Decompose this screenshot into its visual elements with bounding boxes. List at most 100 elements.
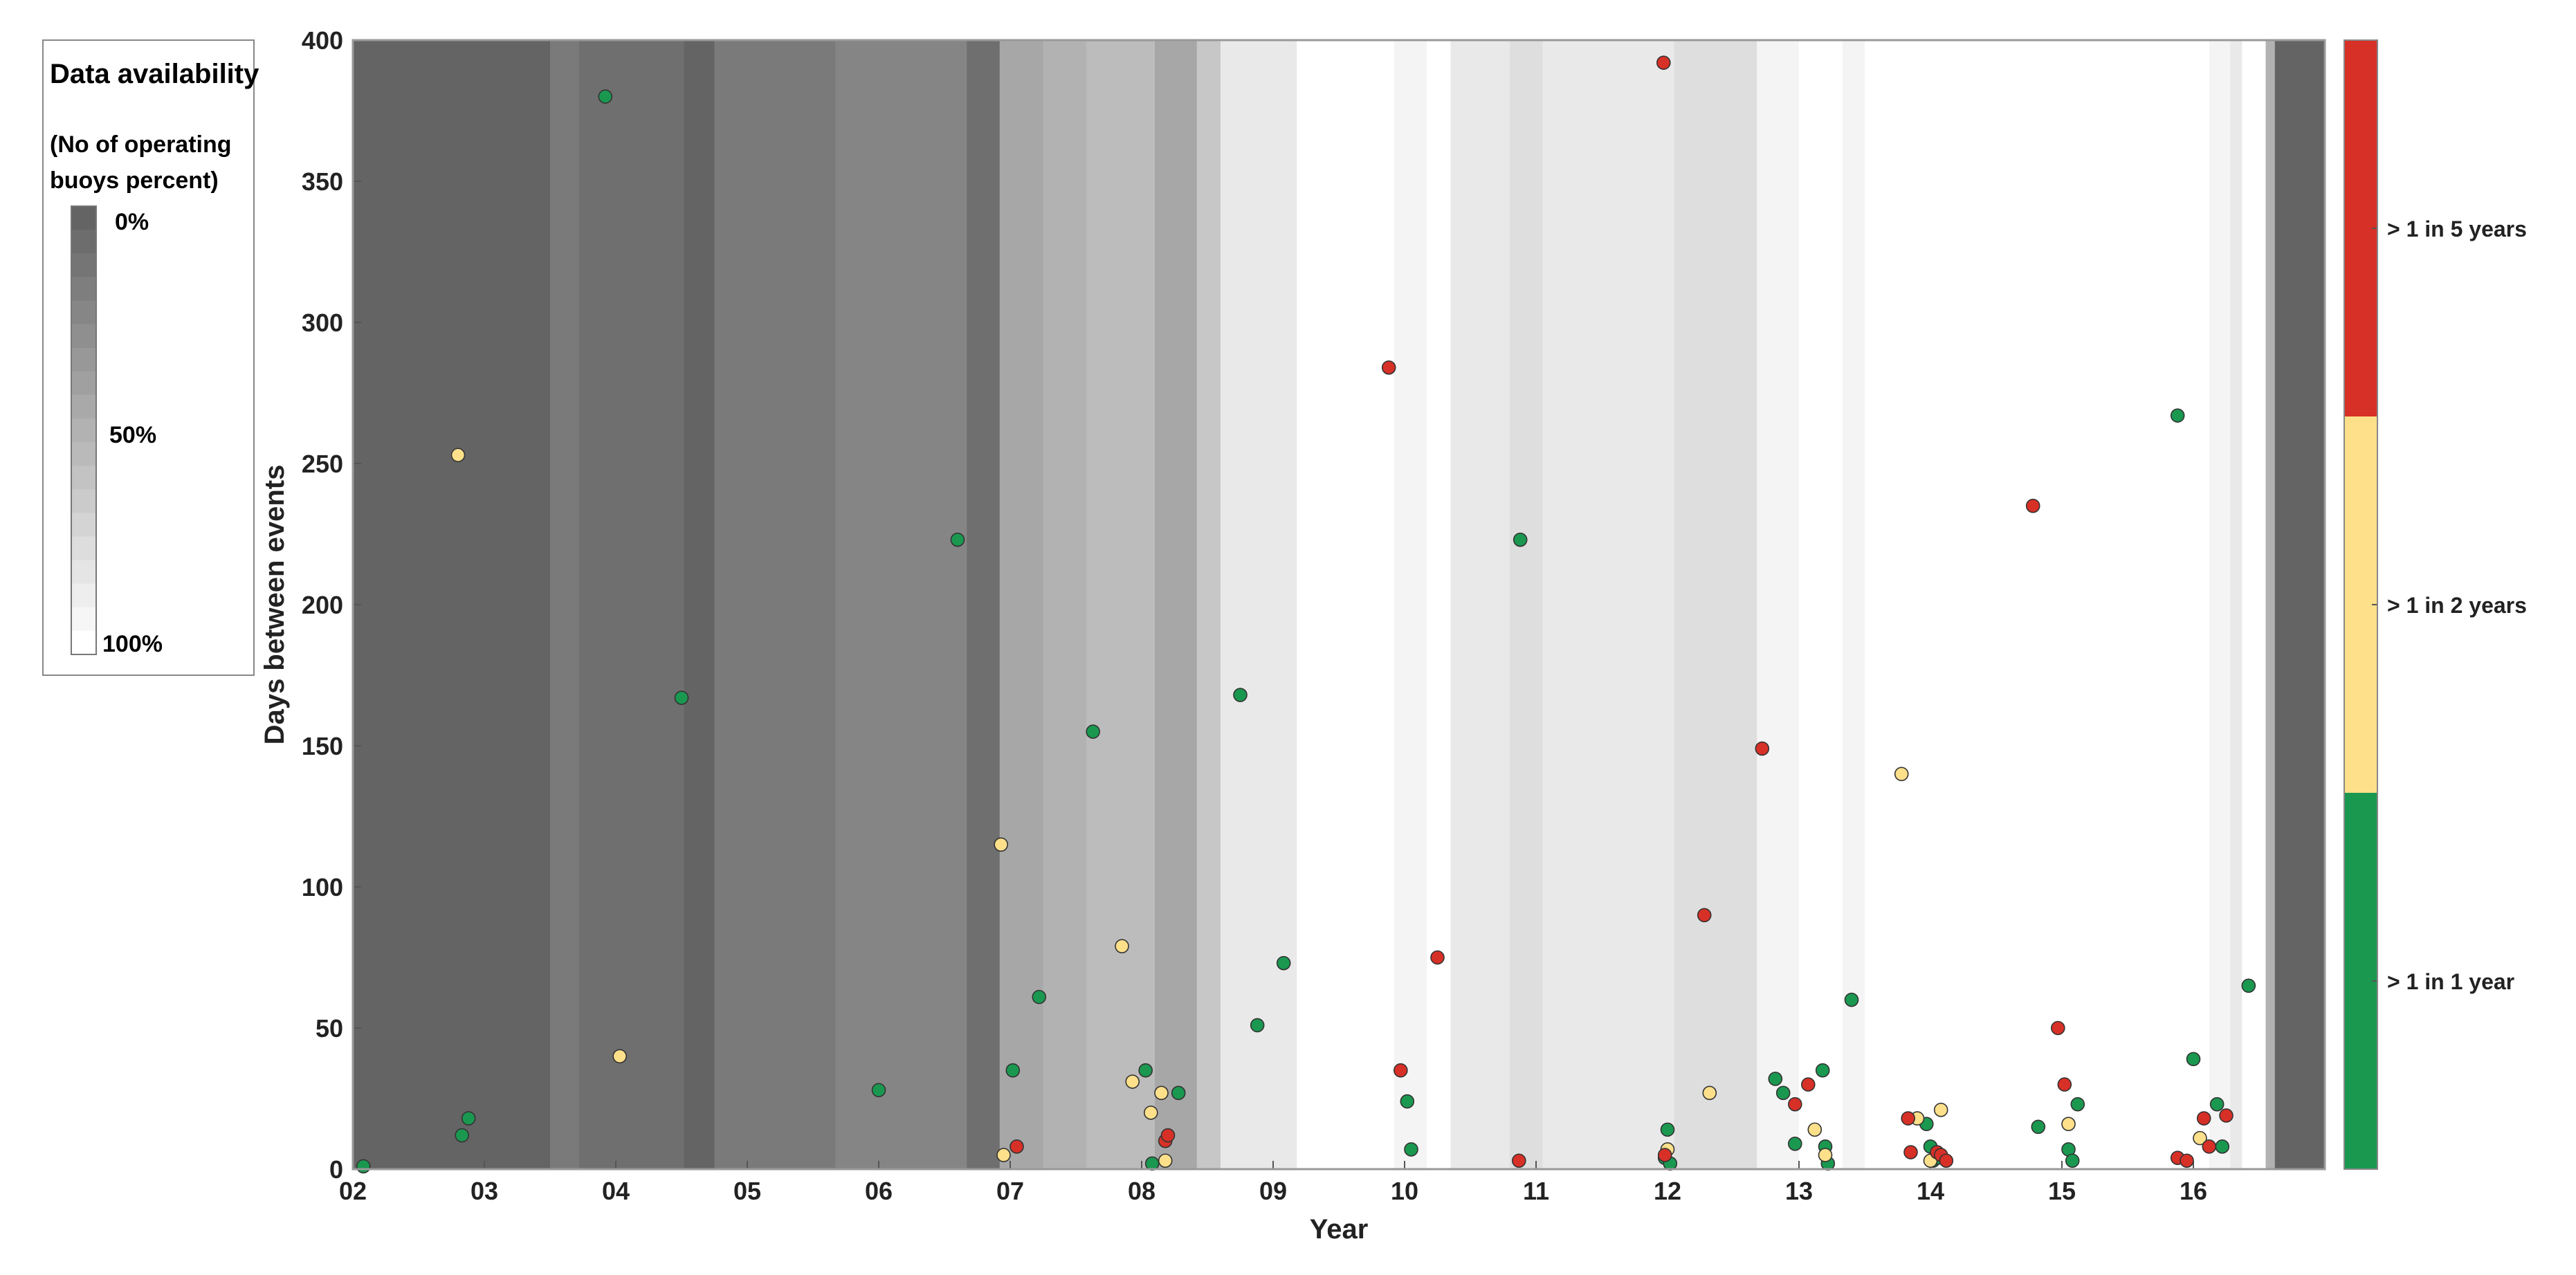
event-point-green (1086, 724, 1100, 739)
x-tick-label: 10 (1391, 1177, 1418, 1205)
availability-band (1865, 40, 2210, 1169)
event-point-red (1010, 1139, 1024, 1154)
y-tick-label: 300 (302, 309, 343, 337)
event-point-red (1381, 360, 1396, 375)
return-period-colorbar: > 1 in 5 years > 1 in 2 years > 1 in 1 yea… (2344, 39, 2527, 1170)
event-point-red (2219, 1108, 2234, 1123)
legend-subtitle-line1: (No of operating (50, 131, 232, 158)
availability-band (1842, 40, 1865, 1169)
legend-swatch (71, 536, 96, 561)
event-point-green (461, 1111, 476, 1126)
event-point-yellow (1702, 1085, 1717, 1101)
event-point-red (2025, 498, 2040, 513)
event-point-green (2186, 1052, 2201, 1067)
legend-swatch (71, 466, 96, 490)
event-point-green (1250, 1018, 1265, 1033)
y-tick-label: 350 (302, 167, 343, 196)
x-tick-label: 11 (1523, 1177, 1549, 1205)
event-point-yellow (1154, 1085, 1169, 1101)
colorbar-label: > 1 in 2 years (2387, 593, 2527, 618)
availability-band (684, 40, 715, 1169)
colorbar-label: > 1 in 5 years (2387, 217, 2527, 241)
event-point-yellow (2061, 1117, 2076, 1132)
colorbar-frame (2344, 39, 2378, 1170)
event-point-green (1276, 955, 1291, 971)
event-point-red (1755, 741, 1770, 756)
event-point-green (871, 1083, 886, 1098)
event-point-green (1788, 1136, 1802, 1151)
colorbar-label: > 1 in 1 year (2387, 969, 2514, 994)
event-point-green (455, 1128, 470, 1143)
event-point-green (1513, 532, 1528, 547)
availability-band (1297, 40, 1395, 1169)
legend-label-top: 0% (115, 209, 149, 235)
plot-frame (351, 39, 2326, 1171)
event-point-green (1660, 1122, 1675, 1137)
event-point-yellow (1144, 1106, 1158, 1120)
event-point-yellow (1933, 1103, 1948, 1117)
event-point-green (1138, 1063, 1153, 1078)
y-tick-label: 200 (302, 591, 343, 619)
availability-band (1799, 40, 1843, 1169)
event-point-red (2057, 1077, 2072, 1092)
event-point-green (2070, 1097, 2085, 1112)
availability-band (1043, 40, 1087, 1169)
event-point-green (2031, 1119, 2046, 1135)
y-tick-label: 0 (329, 1155, 343, 1184)
legend-scale-frame (71, 205, 97, 655)
legend-swatch (71, 253, 96, 277)
availability-band (1155, 40, 1198, 1169)
legend-swatch (71, 513, 96, 537)
event-points (356, 55, 2256, 1174)
event-point-red (1903, 1145, 1918, 1159)
event-point-red (2202, 1139, 2217, 1154)
availability-band (2274, 40, 2326, 1169)
event-point-yellow (1125, 1074, 1140, 1089)
legend-label-mid: 50% (109, 422, 156, 448)
x-axis-ticks: 02 03 04 05 06 07 08 09 10 11 12 13 14 15 16 (339, 1161, 2207, 1205)
event-point-green (2170, 408, 2185, 423)
event-point-green (1171, 1085, 1186, 1101)
y-axis-label: Days between events (259, 465, 290, 745)
event-point-yellow (996, 1148, 1011, 1162)
availability-legend: Data availability (No of operating buoys… (42, 39, 259, 676)
event-point-green (1775, 1085, 1791, 1101)
event-point-red (1801, 1077, 1816, 1092)
y-tick-label: 150 (302, 732, 343, 760)
availability-band (2242, 40, 2266, 1169)
event-point-yellow (1894, 767, 1909, 782)
y-tick-label: 100 (302, 873, 343, 901)
availability-band (550, 40, 580, 1169)
x-tick-label: 08 (1128, 1177, 1155, 1205)
availability-band (1196, 40, 1221, 1169)
event-point-yellow (1158, 1153, 1173, 1168)
event-point-red (1939, 1153, 1954, 1168)
event-point-red (1657, 1148, 1672, 1162)
legend-swatch (71, 418, 96, 443)
legend-swatch (71, 630, 96, 655)
x-tick-label: 16 (2180, 1177, 2207, 1205)
legend-swatch (71, 489, 96, 513)
x-tick-label: 06 (865, 1177, 893, 1205)
event-point-green (1768, 1072, 1783, 1086)
event-point-red (1160, 1128, 1176, 1143)
event-point-green (2215, 1139, 2230, 1154)
event-point-green (1233, 688, 1248, 702)
legend-gray-scale (71, 205, 97, 655)
availability-band (1542, 40, 1674, 1169)
availability-band (1394, 40, 1427, 1169)
x-axis-label: Year (1310, 1214, 1369, 1245)
event-point-yellow (1807, 1122, 1823, 1137)
availability-bands (353, 40, 2326, 1169)
event-point-yellow (450, 448, 466, 463)
event-point-red (1512, 1153, 1526, 1168)
legend-swatch (71, 560, 96, 585)
event-point-green (1404, 1142, 1418, 1157)
x-tick-label: 15 (2048, 1177, 2076, 1205)
legend-swatch (71, 371, 96, 396)
availability-band (1510, 40, 1543, 1169)
event-point-red (1394, 1063, 1408, 1078)
x-tick-label: 02 (339, 1177, 367, 1205)
event-point-red (1697, 908, 1712, 923)
x-tick-label: 03 (471, 1177, 498, 1205)
